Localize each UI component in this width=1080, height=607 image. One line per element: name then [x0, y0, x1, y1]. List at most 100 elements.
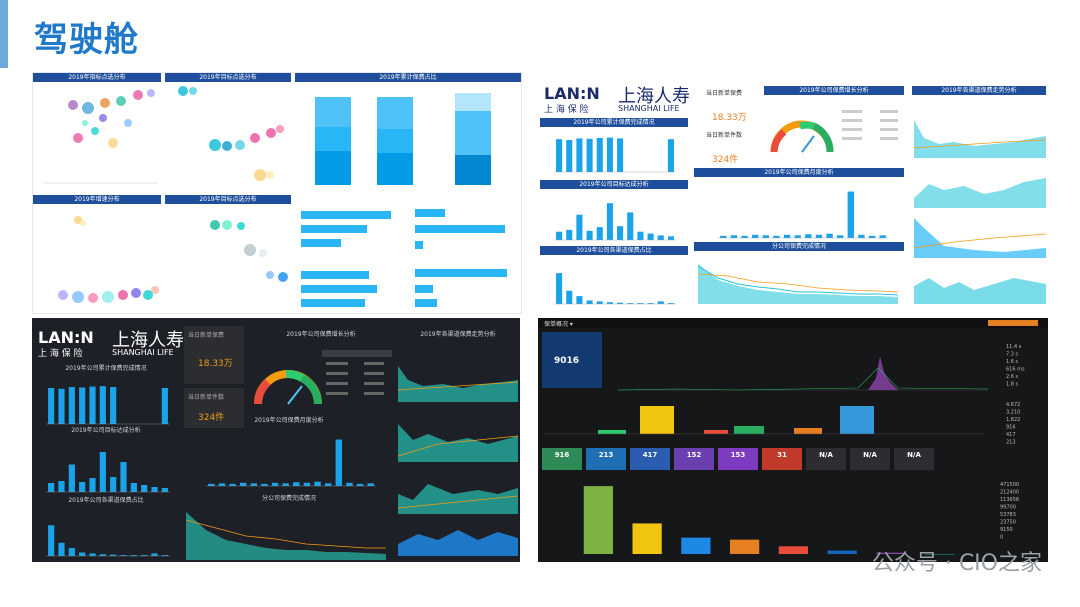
- chart-bar: [576, 214, 583, 240]
- legend-value: 0: [1000, 535, 1003, 541]
- area-chart-branch: [698, 264, 899, 304]
- kpi-tile-value: N/A: [863, 451, 877, 459]
- chart-bar: [218, 483, 226, 486]
- chart-bar: [161, 488, 168, 492]
- chart-bar: [576, 296, 583, 304]
- chart-bar: [556, 139, 563, 172]
- chart-bar: [783, 234, 791, 238]
- chart-bar: [741, 235, 748, 238]
- chart-bar: [89, 553, 96, 556]
- legend-value: 616 ms: [1006, 367, 1025, 373]
- area-chart-trend: [398, 366, 518, 556]
- chart-bar: [647, 233, 654, 240]
- chart-bar: [208, 483, 215, 486]
- chart-bar: [141, 485, 148, 492]
- chart-bar: [667, 236, 674, 240]
- bubble-chart: [58, 216, 159, 303]
- chart-bar: [637, 231, 644, 240]
- chart-bar: [68, 387, 75, 424]
- kpi-label: 当日新单件数: [706, 132, 743, 139]
- panel-title: 2019年公司各渠道保费占比: [68, 497, 144, 504]
- kpi-tile: 153: [718, 448, 758, 470]
- dashboard-menu[interactable]: 保单概况 ▾: [544, 321, 573, 328]
- chart-bar: [576, 138, 583, 172]
- chart-bar: [827, 550, 857, 554]
- legend-value: 212400: [1000, 490, 1019, 496]
- legend-value: 1,822: [1006, 417, 1020, 423]
- bar-chart-monthly: [718, 191, 888, 239]
- legend-value: 2.6 s: [1006, 374, 1019, 380]
- bar-chart-target: [554, 203, 676, 241]
- page-title: 驾驶舱: [34, 20, 139, 60]
- chart-bar: [667, 139, 674, 172]
- chart-bar: [48, 483, 55, 492]
- chart-bar: [586, 230, 593, 240]
- chart-bar: [596, 301, 603, 304]
- chart-bar: [566, 140, 573, 172]
- chart-bar: [858, 234, 865, 238]
- kpi-tile-value: 153: [730, 451, 746, 459]
- chart-bar: [879, 235, 886, 238]
- chart-bar: [58, 388, 65, 424]
- panel-title: 2019年公司目标达成分析: [540, 180, 688, 189]
- panel-title: 2019年指标点选分布: [33, 73, 161, 82]
- legend-value: 471500: [1000, 482, 1019, 488]
- chart-bar: [606, 137, 613, 172]
- chart-bar: [627, 303, 634, 304]
- chart-bar: [161, 555, 168, 556]
- chart-bar: [556, 231, 563, 240]
- kpi-card: 当日新单保费 18.33万: [184, 326, 244, 384]
- chart-bar: [261, 483, 268, 486]
- chart-bar: [667, 303, 674, 304]
- panel-title: 2019年目标点选分布: [165, 195, 291, 204]
- legend-list: 11.4 s 7.3 s1.6 s 616 ms2.6 s 1.8 s: [1006, 344, 1025, 388]
- kpi-tile-value: 152: [686, 451, 702, 459]
- bar-chart-status: [544, 406, 984, 435]
- panel-title: 2019年公司累计保费完成情况: [65, 365, 147, 372]
- panel-light-scatter-dashboard: 2019年指标点选分布 2019年目标点选分布 2019年累计保费占比 2019…: [32, 72, 522, 314]
- brand-sub-en: SHANGHAI LIFE: [112, 348, 174, 357]
- chart-bar: [596, 138, 603, 172]
- kpi-tile: N/A: [806, 448, 846, 470]
- panel-title: 2019年各渠道保费走势分析: [420, 331, 496, 338]
- time-range-button[interactable]: [988, 320, 1038, 326]
- panel-title: 分公司保费完成情况: [261, 495, 316, 502]
- legend-value: 4,672: [1006, 402, 1020, 408]
- chart-bar: [773, 235, 780, 238]
- latency-chart: [618, 356, 989, 391]
- chart-bar: [837, 235, 844, 238]
- kpi-tile: 213: [586, 448, 626, 470]
- area-chart-branch: [186, 512, 386, 560]
- chart-bar: [120, 555, 127, 556]
- kpi-value: 18.33万: [712, 113, 747, 123]
- panel-title: 2019年公司目标达成分析: [71, 427, 141, 434]
- chart-bar: [632, 523, 662, 554]
- gauge-chart: [770, 120, 834, 153]
- kpi-tile-row: 916 213 417 152 153 31 N/A N/A N/A: [542, 448, 942, 472]
- legend-value: 113658: [1000, 497, 1019, 503]
- chart-bar: [730, 235, 738, 238]
- chart-bar: [89, 386, 96, 424]
- panel-title: 2019年公司保费增长分析: [286, 331, 356, 338]
- horizontal-bar-chart: [301, 209, 507, 307]
- legend-value: 213: [1006, 440, 1016, 445]
- kpi-tile: 916: [542, 448, 582, 470]
- chart-bar: [556, 273, 563, 304]
- bubble-chart: [178, 86, 284, 181]
- stacked-column-chart: [315, 93, 491, 185]
- chart-bar: [335, 439, 342, 486]
- chart-bar: [637, 303, 644, 304]
- kpi-tile-value: 417: [642, 451, 658, 459]
- chart-bar: [586, 300, 593, 304]
- legend-value: 11.4 s: [1006, 344, 1022, 350]
- chart-bar: [110, 387, 117, 424]
- area-chart-trend: [914, 120, 1047, 304]
- chart-bar: [151, 487, 158, 492]
- chart-bar: [586, 138, 593, 172]
- panel-dark-insurance-dashboard: LAN:N 上海人寿 上 海 保 险 SHANGHAI LIFE 2019年公司…: [32, 318, 520, 562]
- bar-chart-target: [46, 452, 170, 493]
- chart-bar: [229, 483, 236, 486]
- bar-chart-completion: [554, 137, 676, 173]
- panel-title: 2019年各渠道保费走势分析: [912, 86, 1046, 95]
